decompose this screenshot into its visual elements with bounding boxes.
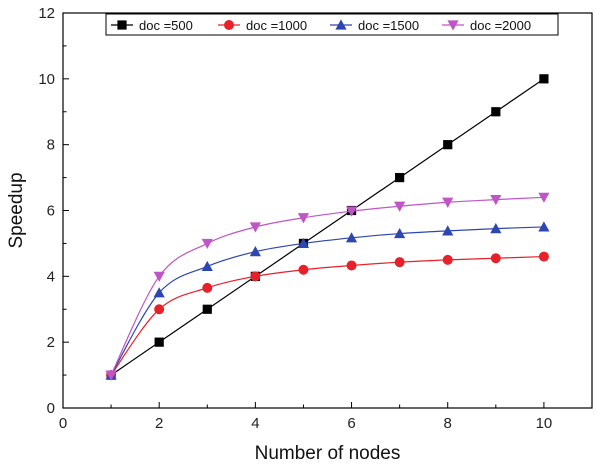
- legend-label: doc =1000: [246, 18, 307, 33]
- data-point: [490, 223, 502, 234]
- y-tick-label: 2: [47, 334, 55, 351]
- data-point: [442, 197, 454, 208]
- legend-entry: doc =1000: [218, 18, 307, 33]
- data-point: [394, 257, 405, 268]
- legend-label: doc =500: [139, 18, 193, 33]
- x-tick-label: 0: [59, 415, 67, 432]
- y-tick-label: 4: [47, 268, 55, 285]
- series-2: [106, 251, 549, 381]
- legend-entry: doc =500: [111, 18, 193, 33]
- data-point: [154, 304, 165, 315]
- data-point: [345, 206, 358, 217]
- data-point: [345, 232, 358, 243]
- data-point: [539, 74, 549, 84]
- data-point: [105, 370, 117, 381]
- data-point: [249, 246, 261, 257]
- data-point: [250, 271, 261, 282]
- data-point: [154, 337, 164, 347]
- x-tick-label: 4: [251, 415, 259, 432]
- data-point: [538, 251, 549, 262]
- series-4: [105, 192, 550, 381]
- series-line: [110, 196, 544, 376]
- data-point: [202, 304, 212, 314]
- legend: doc =500 doc =1000 doc =1500 doc =2000: [105, 13, 559, 36]
- data-point: [153, 271, 165, 282]
- data-point: [490, 195, 502, 206]
- legend-marker: [117, 20, 127, 30]
- x-axis-title: Number of nodes: [255, 443, 401, 464]
- data-point: [490, 253, 501, 264]
- legend-entry: doc =2000: [442, 18, 531, 33]
- series-layer: [105, 74, 550, 381]
- data-point: [443, 140, 453, 150]
- data-point: [442, 225, 454, 236]
- legend-marker: [335, 19, 347, 30]
- y-tick-label: 8: [47, 137, 55, 154]
- legend-entry: doc =1500: [330, 18, 419, 33]
- data-point: [538, 221, 550, 232]
- series-1: [106, 74, 549, 380]
- legend-marker: [447, 20, 459, 31]
- data-point: [201, 238, 213, 250]
- data-point: [202, 282, 213, 293]
- data-point: [153, 287, 165, 298]
- y-tick-label: 6: [47, 203, 55, 220]
- y-axis-title: Speedup: [6, 172, 27, 248]
- series-line: [110, 226, 544, 376]
- x-tick-label: 6: [347, 415, 355, 432]
- data-point: [346, 260, 357, 271]
- data-point: [201, 260, 213, 272]
- x-tick-label: 10: [536, 415, 553, 432]
- data-point: [297, 237, 310, 249]
- data-point: [538, 192, 550, 203]
- data-point: [298, 264, 309, 275]
- y-tick-label: 10: [38, 71, 55, 88]
- x-tick-label: 8: [444, 415, 452, 432]
- data-point: [491, 107, 501, 117]
- series-line: [110, 78, 545, 376]
- y-tick-label: 0: [47, 400, 55, 417]
- plot-frame: [62, 12, 593, 409]
- legend-marker: [224, 20, 234, 30]
- axes: 0 2 4 6 8 10 0 2 4 6 8 10 12: [38, 5, 593, 432]
- legend-label: doc =1500: [358, 18, 419, 33]
- data-point: [395, 172, 405, 183]
- y-tick-label: 12: [38, 5, 55, 22]
- series-line: [110, 255, 544, 376]
- legend-label: doc =2000: [470, 18, 531, 33]
- x-tick-label: 2: [155, 415, 163, 432]
- data-point: [297, 213, 310, 224]
- data-point: [394, 227, 406, 239]
- data-point: [394, 201, 406, 212]
- data-point: [442, 254, 453, 265]
- data-point: [249, 222, 261, 233]
